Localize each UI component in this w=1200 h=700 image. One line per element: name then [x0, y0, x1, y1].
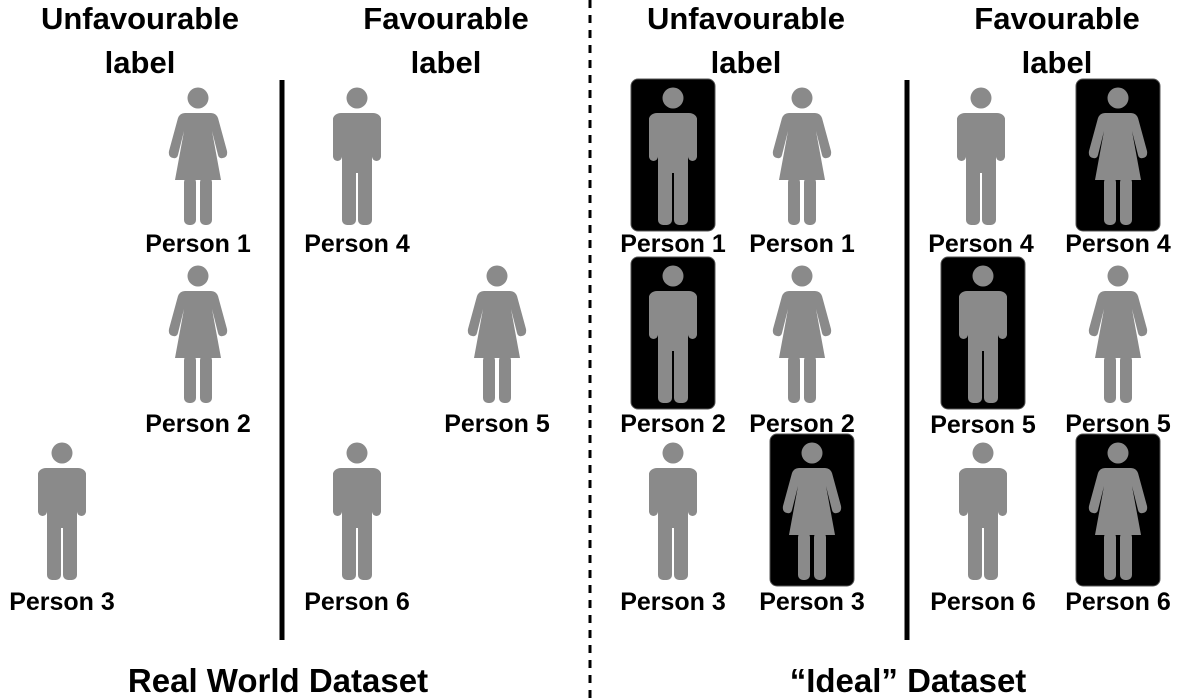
person-label: Person 2: [749, 410, 855, 438]
person-label: Person 2: [620, 410, 726, 438]
female-person-icon: [772, 87, 832, 225]
male-person-icon: [959, 442, 1007, 580]
person-label: Person 5: [1065, 410, 1171, 438]
left-unfavourable-header-line2: label: [105, 45, 176, 80]
person-label: Person 6: [304, 588, 410, 616]
female-person-icon: [467, 265, 527, 403]
right-unfavourable-header-line2: label: [711, 45, 782, 80]
person-label: Person 4: [1065, 230, 1171, 258]
right-favourable-header-line1: Favourable: [974, 1, 1139, 36]
person-label: Person 2: [145, 410, 251, 438]
person-label: Person 4: [304, 230, 410, 258]
person-figure: Person 3: [620, 442, 726, 616]
male-person-icon: [649, 442, 697, 580]
person-label: Person 3: [759, 588, 865, 616]
person-label: Person 3: [620, 588, 726, 616]
male-person-icon: [38, 442, 86, 580]
right-favourable-header-line2: label: [1022, 45, 1093, 80]
person-figure: Person 6: [304, 442, 410, 616]
person-figure: Person 4: [304, 87, 410, 258]
male-person-icon: [957, 87, 1005, 225]
person-label: Person 5: [444, 410, 550, 438]
right-unfavourable-header-line1: Unfavourable: [647, 1, 845, 36]
person-label: Person 1: [145, 230, 251, 258]
people-layer: Person 1 Person 2 Person 3 Person 4 Person 5…: [9, 78, 1171, 616]
left-favourable-header-line1: Favourable: [363, 1, 528, 36]
person-figure: Person 4: [928, 87, 1034, 258]
male-person-icon: [333, 87, 381, 225]
person-label: Person 5: [930, 411, 1036, 439]
person-figure: Person 6: [930, 442, 1036, 616]
person-figure: Person 1: [145, 87, 251, 258]
left-favourable-header-line2: label: [411, 45, 482, 80]
person-label: Person 1: [620, 230, 726, 258]
person-figure: Person 2: [749, 265, 855, 438]
person-figure: Person 4: [1065, 78, 1171, 258]
female-person-icon: [168, 265, 228, 403]
person-figure: Person 6: [1065, 433, 1171, 616]
real-world-caption: Real World Dataset: [128, 662, 428, 699]
female-person-icon: [772, 265, 832, 403]
female-person-icon: [1088, 265, 1148, 403]
ideal-dataset-caption: “Ideal” Dataset: [790, 662, 1027, 699]
person-figure: Person 2: [620, 256, 726, 438]
person-figure: Person 3: [759, 433, 865, 616]
left-unfavourable-header-line1: Unfavourable: [41, 1, 239, 36]
person-figure: Person 5: [444, 265, 550, 438]
person-label: Person 1: [749, 230, 855, 258]
person-figure: Person 5: [1065, 265, 1171, 438]
person-figure: Person 2: [145, 265, 251, 438]
person-figure: Person 1: [620, 78, 726, 258]
person-label: Person 6: [1065, 588, 1171, 616]
person-label: Person 4: [928, 230, 1034, 258]
person-label: Person 6: [930, 588, 1036, 616]
person-figure: Person 1: [749, 87, 855, 258]
female-person-icon: [168, 87, 228, 225]
person-figure: Person 3: [9, 442, 115, 616]
male-person-icon: [333, 442, 381, 580]
person-figure: Person 5: [930, 256, 1036, 439]
person-label: Person 3: [9, 588, 115, 616]
